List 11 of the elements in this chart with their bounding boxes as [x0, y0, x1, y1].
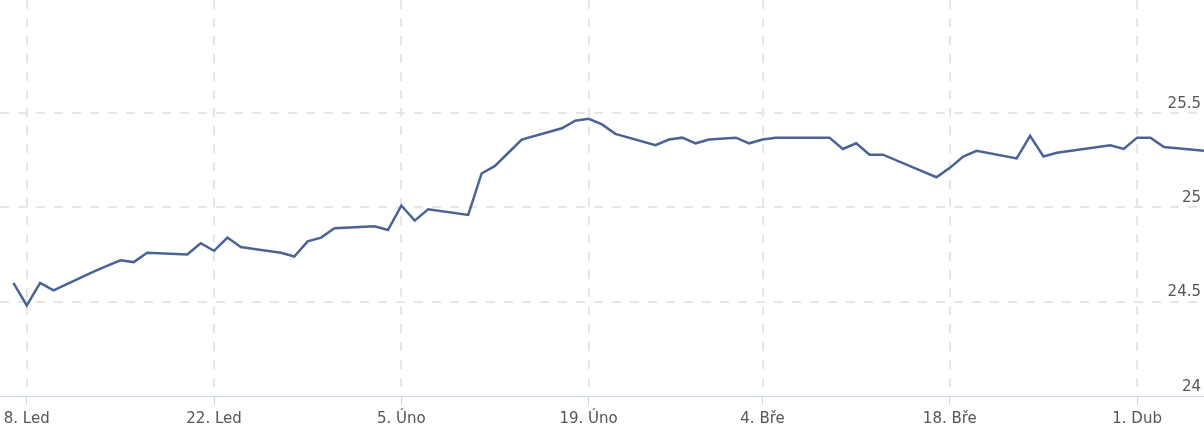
x-tick-label: 4. Bře: [740, 409, 785, 427]
x-tick-label: 1. Dub: [1112, 409, 1162, 427]
y-tick-label: 25.5: [1167, 93, 1201, 112]
x-tick-label: 22. Led: [186, 409, 242, 427]
x-tick-label: 19. Úno: [559, 408, 618, 427]
x-tick-label: 8. Led: [3, 409, 50, 427]
y-tick-label: 24.5: [1167, 282, 1201, 301]
x-tick-label: 18. Bře: [922, 409, 977, 427]
y-tick-label: 24: [1181, 376, 1201, 395]
x-tick-label: 5. Úno: [376, 408, 426, 427]
y-tick-label: 25: [1181, 188, 1201, 207]
